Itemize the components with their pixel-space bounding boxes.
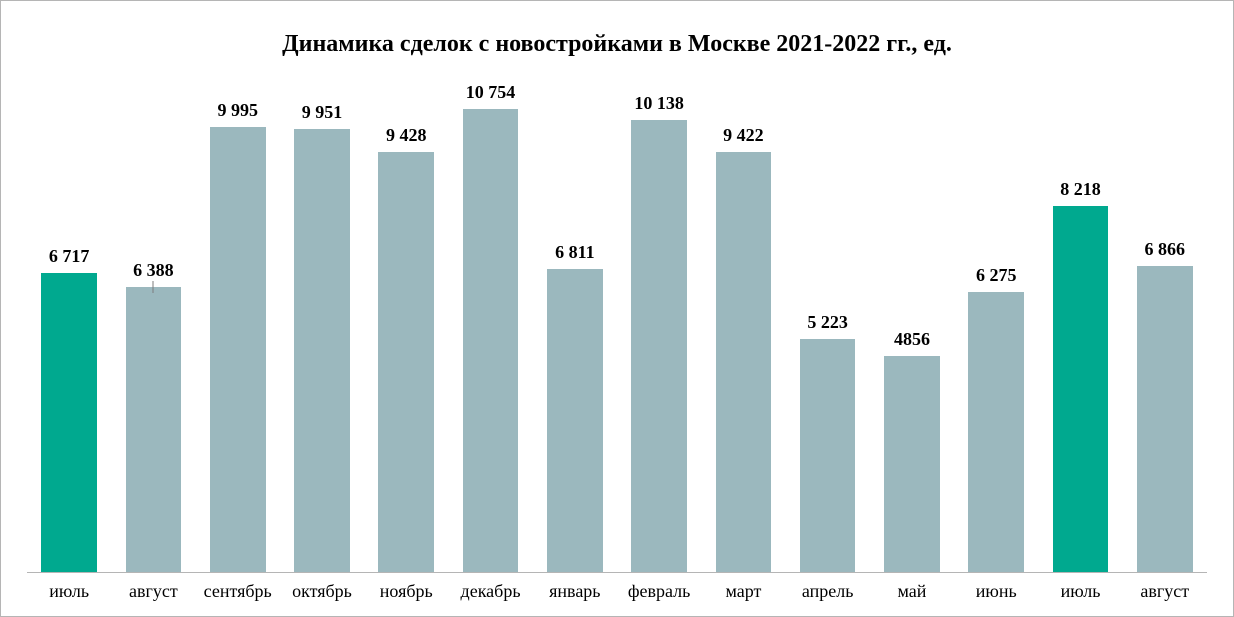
bar-column: 4856 <box>870 82 954 572</box>
category-label: март <box>701 581 785 602</box>
bar-value-label: 6 717 <box>49 246 90 267</box>
category-label: июль <box>1038 581 1122 602</box>
bar-value-label: 6 275 <box>976 265 1017 286</box>
bar <box>547 269 603 572</box>
bar <box>1137 266 1193 572</box>
bar-column: 10 754 <box>448 82 532 572</box>
bar-column: 6 811 <box>533 82 617 572</box>
bar-value-label: 10 754 <box>466 82 516 103</box>
plot-area: 6 717 6 388 9 995 9 951 9 428 10 754 6 811 10 1… <box>21 82 1213 572</box>
bar-column: 8 218 <box>1038 82 1122 572</box>
bar-value-label: 9 951 <box>302 102 343 123</box>
bar-column: 6 866 <box>1123 82 1207 572</box>
bar-value-label: 5 223 <box>807 312 848 333</box>
bar <box>968 292 1024 572</box>
category-label: февраль <box>617 581 701 602</box>
bar-column: 9 995 <box>196 82 280 572</box>
chart-title: Динамика сделок с новостройками в Москве… <box>21 31 1213 58</box>
bar-value-label: 6 388 <box>133 260 174 281</box>
category-axis: июльавгустсентябрьоктябрьноябрьдекабрьян… <box>21 573 1213 616</box>
bar <box>210 127 266 572</box>
bar-column: 9 951 <box>280 82 364 572</box>
bar <box>378 152 434 572</box>
bar-value-label: 6 866 <box>1145 239 1186 260</box>
category-label: май <box>870 581 954 602</box>
category-label: ноябрь <box>364 581 448 602</box>
category-label: декабрь <box>448 581 532 602</box>
bar-column: 6 388 <box>111 82 195 572</box>
bar-column: 5 223 <box>786 82 870 572</box>
bar <box>463 109 519 572</box>
bar-column: 9 428 <box>364 82 448 572</box>
bar <box>716 152 772 572</box>
chart-frame: Динамика сделок с новостройками в Москве… <box>0 0 1234 617</box>
bar <box>41 273 97 572</box>
bar <box>126 287 182 572</box>
bar <box>884 356 940 572</box>
category-label: апрель <box>786 581 870 602</box>
bar-column: 9 422 <box>701 82 785 572</box>
bar <box>800 339 856 572</box>
bar-value-label: 9 422 <box>723 125 764 146</box>
error-tick <box>153 281 154 293</box>
bar <box>294 129 350 572</box>
bar-value-label: 4856 <box>894 329 930 350</box>
category-label: октябрь <box>280 581 364 602</box>
bar <box>631 120 687 572</box>
bar-value-label: 6 811 <box>555 242 595 263</box>
bar-column: 10 138 <box>617 82 701 572</box>
bar-column: 6 717 <box>27 82 111 572</box>
category-label: июнь <box>954 581 1038 602</box>
category-label: август <box>1123 581 1207 602</box>
category-label: сентябрь <box>196 581 280 602</box>
category-label: январь <box>533 581 617 602</box>
category-label: июль <box>27 581 111 602</box>
bar-column: 6 275 <box>954 82 1038 572</box>
bar-value-label: 10 138 <box>634 93 684 114</box>
bar-value-label: 9 428 <box>386 125 427 146</box>
bar-value-label: 8 218 <box>1060 179 1101 200</box>
bar-value-label: 9 995 <box>217 100 258 121</box>
bar <box>1053 206 1109 572</box>
category-label: август <box>111 581 195 602</box>
